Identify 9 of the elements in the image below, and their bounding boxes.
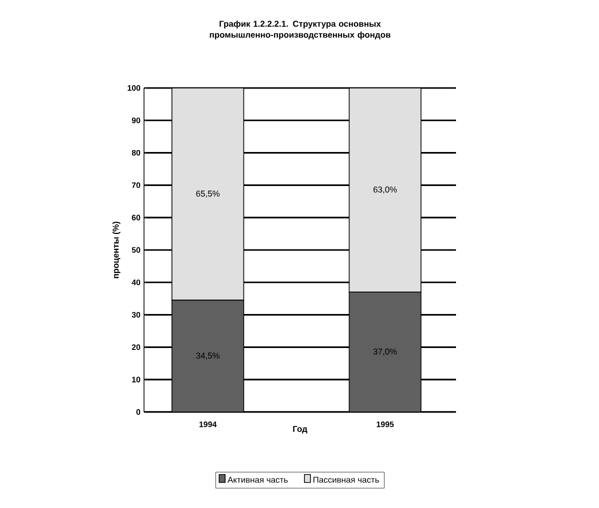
x-axis-title: Год (293, 426, 308, 434)
legend-label: Пассивная часть (313, 476, 379, 483)
chart-title: График 1.2.2.2.1. Структура основных промышленно-производственных фондов (210, 20, 390, 40)
data-label: 63,0% (374, 186, 397, 194)
legend-label: Активная часть (228, 476, 288, 483)
data-label: 37,0% (373, 348, 397, 356)
data-label: 34,5% (196, 352, 220, 360)
y-axis-title: проценты (%) (112, 222, 120, 278)
data-label: 65,5% (196, 190, 220, 198)
